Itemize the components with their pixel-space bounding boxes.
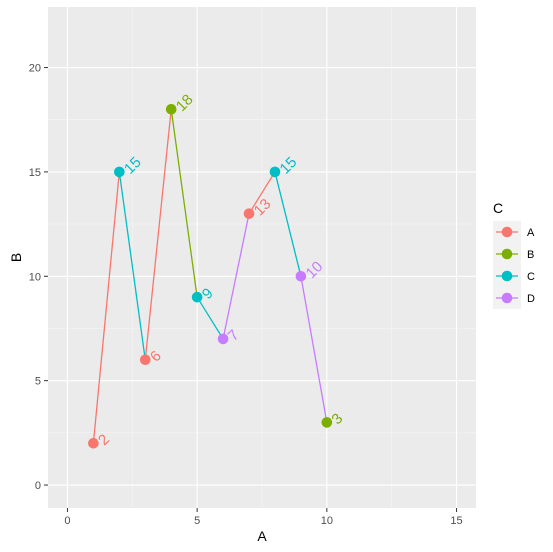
y-axis: 0 5 10 15 20	[29, 63, 48, 492]
data-point	[114, 166, 125, 178]
legend-entry-label: A	[527, 227, 535, 239]
y-axis-title: B	[8, 253, 24, 262]
x-tick-label: 5	[194, 515, 200, 527]
y-tick-label: 0	[35, 480, 41, 492]
legend-entry-label: D	[527, 293, 535, 305]
data-point	[139, 354, 151, 366]
line-segment	[144, 109, 172, 360]
legend-key-point	[501, 270, 513, 282]
legend-key-point	[501, 292, 513, 304]
x-axis: 0 5 10 15	[64, 508, 463, 527]
minor-gridlines	[48, 7, 476, 508]
line-segment	[196, 296, 224, 340]
line-segments	[92, 109, 328, 444]
line-segment	[222, 213, 250, 340]
line-segment	[300, 276, 328, 423]
legend-key-point	[501, 226, 513, 238]
data-point	[295, 270, 307, 282]
line-segment	[118, 171, 146, 360]
line-segment	[170, 109, 198, 298]
data-point	[165, 103, 177, 115]
data-points	[88, 103, 333, 449]
y-tick-label: 15	[29, 167, 41, 179]
legend-entry-label: B	[527, 249, 534, 261]
line-segment	[92, 171, 120, 444]
data-point	[269, 166, 281, 178]
legend-entry-label: C	[527, 271, 535, 283]
x-tick-label: 10	[321, 515, 333, 527]
data-point	[243, 208, 255, 219]
line-segment	[248, 171, 276, 215]
x-tick-label: 15	[450, 515, 462, 527]
y-tick-label: 20	[29, 63, 41, 75]
y-tick-label: 10	[29, 271, 41, 283]
data-point	[88, 437, 99, 449]
legend-title: C	[493, 200, 503, 216]
x-tick-label: 0	[64, 515, 70, 527]
data-point	[191, 291, 203, 303]
y-tick-label: 5	[35, 376, 41, 388]
data-point	[321, 417, 333, 428]
x-axis-title: A	[257, 528, 267, 544]
line-segment	[274, 171, 302, 277]
data-point	[217, 333, 229, 345]
legend-key-point	[501, 248, 513, 260]
